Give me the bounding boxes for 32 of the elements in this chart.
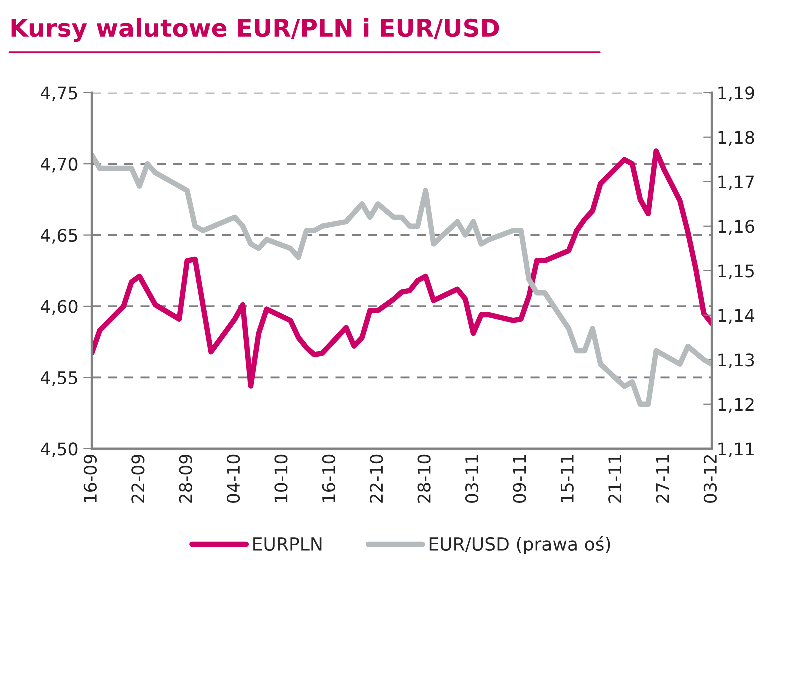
x-tick-label: 03-12 [704,455,718,504]
y2-tick-label: 1,13 [718,354,754,368]
x-tick-label: 15-11 [561,455,574,502]
y2-tick-label: 1,15 [718,264,754,280]
x-tick-label: 22-10 [370,454,384,503]
y-tick-label: 4,55 [41,372,78,386]
y-tick-label: 4,60 [41,300,78,316]
x-tick-label: 28-09 [179,454,192,503]
x-tick-label: 16-09 [84,454,98,502]
x-tick-label: 10-10 [274,454,288,502]
x-tick-label: 21-11 [608,455,622,503]
legend-label: EURPLN [254,538,322,552]
x-tick-label: 27-11 [656,455,670,503]
y2-tick-label: 1,11 [718,442,754,458]
y2-tick-label: 1,12 [718,398,754,414]
y-tick-label: 4,65 [41,228,78,244]
x-tick-label: 04-10 [226,454,240,504]
y2-tick-label: 1,17 [718,176,754,190]
x-tick-label: 09-11 [513,455,526,504]
x-tick-label: 28-10 [418,454,431,503]
y2-tick-label: 1,16 [718,220,754,235]
legend-label: EUR/USD (prawa oś) [430,536,610,555]
y-tick-label: 4,75 [41,86,78,102]
x-tick-label: 03-11 [465,455,479,504]
y2-tick-label: 1,14 [718,309,755,324]
chart-title: Kursy walutowe EUR/PLN i EUR/USD [12,18,500,42]
y2-tick-label: 1,18 [718,131,754,146]
y-tick-label: 4,70 [41,158,78,173]
x-tick-label: 22-09 [132,454,145,503]
y-tick-label: 4,50 [41,442,78,458]
y2-tick-label: 1,19 [718,86,754,102]
x-tick-label: 16-10 [322,454,336,502]
